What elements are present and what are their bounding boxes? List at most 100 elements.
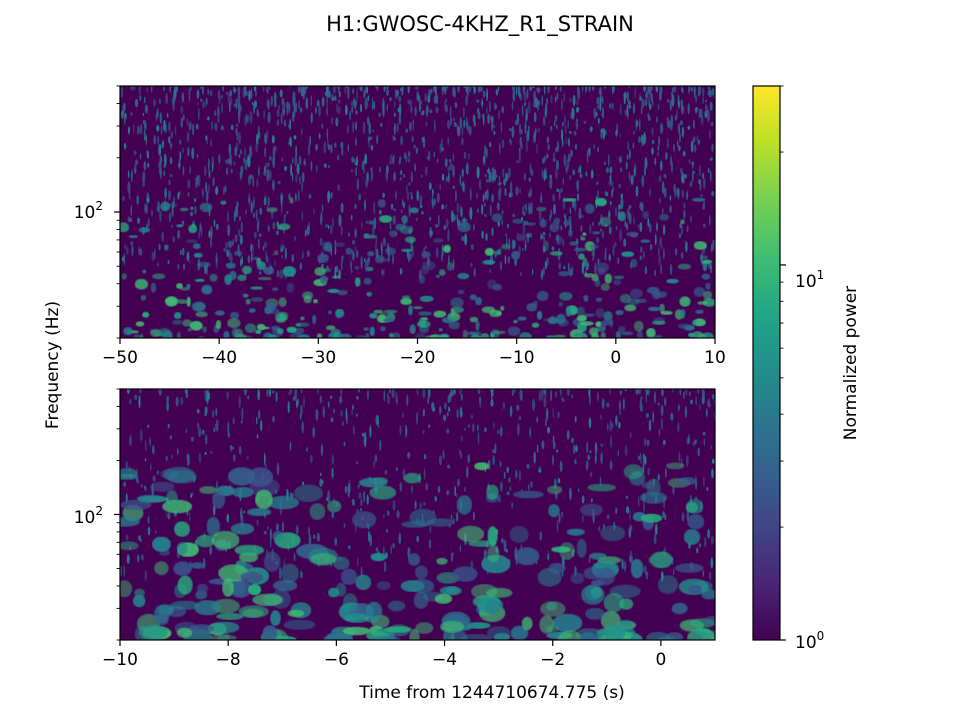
spectrogram-streak bbox=[135, 159, 139, 166]
spectrogram-streak bbox=[272, 146, 276, 158]
spectrogram-streak bbox=[312, 426, 315, 438]
spectrogram-streak bbox=[352, 240, 355, 245]
spectrogram-streak bbox=[316, 532, 320, 542]
spectrogram-blob bbox=[475, 320, 480, 331]
spectrogram-streak bbox=[470, 244, 474, 251]
spectrogram-streak bbox=[439, 455, 442, 466]
spectrogram-blob bbox=[309, 503, 326, 520]
spectrogram-streak bbox=[140, 123, 143, 135]
spectrogram-blob bbox=[552, 613, 583, 633]
spectrogram-blob bbox=[651, 320, 666, 325]
spectrogram-streak bbox=[357, 86, 360, 90]
spectrogram-streak bbox=[189, 165, 192, 175]
spectrogram-streak bbox=[260, 419, 263, 432]
spectrogram-streak bbox=[262, 86, 265, 92]
spectrogram-streak bbox=[395, 190, 397, 201]
spectrogram-blob bbox=[176, 283, 183, 289]
spectrogram-streak bbox=[331, 467, 334, 479]
spectrogram-streak bbox=[467, 88, 470, 98]
spectrogram-streak bbox=[563, 115, 567, 124]
spectrogram-streak bbox=[663, 173, 666, 178]
spectrogram-blob bbox=[312, 314, 317, 325]
spectrogram-blob bbox=[214, 310, 225, 316]
spectrogram-streak bbox=[697, 389, 700, 394]
spectrogram-streak bbox=[473, 223, 475, 232]
spectrogram-streak bbox=[316, 164, 318, 173]
x-tick-label: 0 bbox=[610, 348, 621, 368]
spectrogram-streak bbox=[506, 466, 510, 474]
spectrogram-streak bbox=[481, 203, 484, 215]
spectrogram-streak bbox=[492, 454, 496, 466]
spectrogram-streak bbox=[651, 147, 654, 155]
colorbar-tick-label-1: 100 bbox=[795, 629, 824, 653]
spectrogram-streak bbox=[436, 192, 440, 203]
spectrogram-blob bbox=[439, 586, 462, 596]
spectrogram-streak bbox=[267, 86, 271, 91]
spectrogram-streak bbox=[200, 224, 203, 238]
spectrogram-streak bbox=[449, 116, 453, 126]
spectrogram-streak bbox=[272, 252, 275, 256]
spectrogram-streak bbox=[678, 233, 682, 238]
spectrogram-streak bbox=[635, 185, 639, 197]
spectrogram-streak bbox=[676, 187, 680, 198]
spectrogram-streak bbox=[215, 252, 218, 264]
spectrogram-blob bbox=[310, 553, 337, 565]
spectrogram-blob bbox=[548, 562, 566, 574]
spectrogram-streak bbox=[452, 153, 455, 162]
spectrogram-streak bbox=[220, 125, 224, 131]
spectrogram-blob bbox=[280, 563, 299, 584]
spectrogram-streak bbox=[174, 126, 177, 135]
spectrogram-streak bbox=[482, 155, 486, 163]
spectrogram-streak bbox=[366, 103, 369, 108]
spectrogram-streak bbox=[476, 99, 480, 103]
spectrogram-streak bbox=[667, 99, 670, 103]
spectrogram-blob bbox=[289, 197, 294, 204]
spectrogram-blob bbox=[138, 227, 151, 233]
spectrogram-streak bbox=[629, 148, 631, 160]
spectrogram-streak bbox=[497, 221, 500, 227]
spectrogram-streak bbox=[481, 230, 484, 239]
spectrogram-streak bbox=[651, 139, 655, 145]
spectrogram-streak bbox=[156, 107, 159, 118]
spectrogram-streak bbox=[555, 124, 558, 130]
spectrogram-streak bbox=[511, 126, 515, 138]
spectrogram-streak bbox=[263, 109, 266, 119]
spectrogram-streak bbox=[227, 432, 231, 438]
spectrogram-streak bbox=[322, 406, 326, 418]
spectrogram-streak bbox=[323, 141, 327, 154]
spectrogram-streak bbox=[462, 180, 465, 192]
spectrogram-streak bbox=[283, 119, 287, 127]
spectrogram-streak bbox=[621, 558, 624, 570]
spectrogram-streak bbox=[496, 202, 500, 211]
spectrogram-streak bbox=[567, 262, 570, 273]
spectrogram-streak bbox=[546, 98, 548, 104]
spectrogram-streak bbox=[507, 255, 511, 264]
spectrogram-streak bbox=[452, 164, 455, 178]
spectrogram-streak bbox=[281, 195, 283, 200]
spectrogram-streak bbox=[552, 157, 556, 162]
spectrogram-blob bbox=[365, 601, 383, 622]
spectrogram-streak bbox=[380, 243, 383, 257]
x-tick-label: −10 bbox=[499, 348, 535, 368]
spectrogram-blob bbox=[570, 572, 585, 584]
spectrogram-streak bbox=[120, 86, 124, 99]
spectrogram-streak bbox=[501, 105, 505, 114]
spectrogram-streak bbox=[441, 204, 445, 210]
spectrogram-streak bbox=[499, 481, 503, 492]
spectrogram-streak bbox=[646, 439, 650, 447]
spectrogram-blob bbox=[680, 219, 685, 225]
spectrogram-blob bbox=[688, 332, 695, 338]
spectrogram-streak bbox=[159, 111, 162, 124]
spectrogram-streak bbox=[690, 140, 694, 153]
spectrogram-streak bbox=[518, 151, 521, 163]
spectrogram-streak bbox=[305, 86, 309, 90]
spectrogram-streak bbox=[227, 210, 229, 223]
spectrogram-streak bbox=[617, 257, 620, 265]
spectrogram-streak bbox=[245, 209, 247, 216]
spectrogram-blob bbox=[457, 289, 465, 295]
spectrogram-streak bbox=[437, 214, 440, 228]
spectrogram-streak bbox=[267, 111, 271, 124]
spectrogram-streak bbox=[712, 240, 715, 251]
spectrogram-blob bbox=[686, 499, 704, 514]
spectrogram-streak bbox=[427, 389, 431, 399]
